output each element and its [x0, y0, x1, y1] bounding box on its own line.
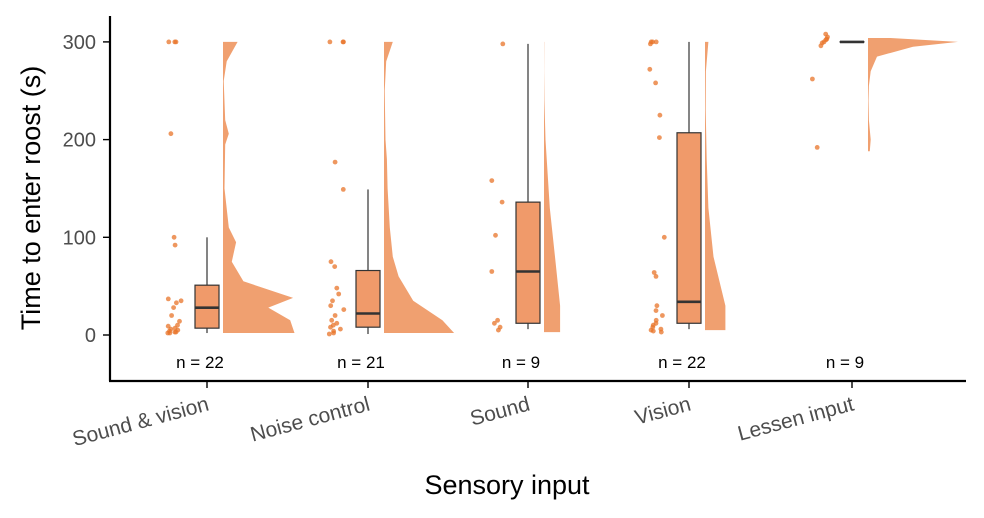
density-cloud-group-1: [223, 41, 295, 334]
data-point-group-3: [495, 317, 500, 323]
data-point-group-5: [818, 43, 824, 49]
data-point-group-1: [171, 234, 177, 240]
n-label-group-3: n = 9: [502, 353, 540, 372]
data-point-group-2: [341, 39, 346, 45]
data-point-group-2: [332, 264, 338, 269]
data-point-group-4: [653, 39, 659, 45]
x-tick-label-group-5: Lessen input: [735, 393, 856, 446]
data-point-group-2: [332, 159, 338, 165]
n-label-group-2: n = 21: [337, 353, 385, 372]
x-axis-title: Sensory input: [424, 470, 590, 500]
data-point-group-5: [814, 145, 820, 150]
data-point-group-4: [648, 41, 653, 47]
data-point-group-2: [334, 285, 340, 291]
data-point-group-4: [653, 274, 659, 279]
data-point-group-1: [177, 318, 182, 324]
data-point-group-4: [657, 135, 662, 141]
data-point-group-4: [647, 66, 653, 72]
density-cloud-group-3: [544, 41, 561, 333]
data-point-group-1: [169, 313, 175, 318]
data-point-group-4: [654, 303, 660, 309]
jitter-points: [165, 31, 830, 337]
data-point-group-2: [326, 331, 332, 337]
data-point-group-2: [328, 303, 334, 309]
data-point-group-5: [810, 76, 815, 82]
data-point-group-1: [173, 39, 179, 45]
y-axis-title: Time to enter roost (s): [16, 66, 46, 331]
data-point-group-2: [338, 326, 343, 332]
data-point-group-1: [178, 298, 184, 304]
data-point-group-4: [650, 328, 656, 334]
density-cloud-group-5: [868, 38, 958, 152]
data-point-group-4: [658, 329, 664, 335]
n-label-group-1: n = 22: [176, 353, 224, 372]
density-cloud-group-2: [384, 41, 455, 334]
x-tick-label-group-1: Sound & vision: [70, 393, 211, 451]
data-point-group-4: [657, 112, 663, 118]
data-point-group-2: [334, 320, 340, 326]
data-point-group-3: [496, 327, 501, 333]
box-group-4: [676, 132, 702, 324]
data-point-group-1: [165, 330, 171, 336]
data-point-group-2: [340, 187, 346, 192]
n-labels: n = 22 n = 21 n = 9 n = 22 n = 9: [176, 353, 864, 372]
data-point-group-2: [327, 39, 333, 45]
box-group-2: [355, 269, 381, 328]
data-point-group-1: [174, 300, 179, 306]
data-point-group-2: [328, 259, 334, 265]
box-group-3: [515, 201, 541, 324]
y-tick-label: 0: [85, 325, 96, 347]
data-point-group-4: [653, 308, 659, 313]
n-label-group-4: n = 22: [658, 353, 706, 372]
data-point-group-1: [166, 39, 172, 45]
data-point-group-3: [492, 320, 497, 326]
y-tick-label: 200: [63, 130, 96, 152]
data-point-group-4: [651, 270, 657, 275]
data-point-group-4: [653, 80, 658, 86]
n-label-group-5: n = 9: [826, 353, 864, 372]
y-tick-label: 100: [63, 227, 96, 249]
data-point-group-2: [331, 330, 336, 336]
data-point-group-1: [172, 242, 178, 248]
box-plots: [194, 40, 865, 335]
density-clouds: [223, 38, 958, 334]
data-point-group-2: [336, 291, 342, 297]
data-point-group-1: [168, 131, 174, 137]
data-point-group-3: [499, 199, 505, 205]
y-axis-ticks: 0 100 200 300: [63, 32, 110, 347]
data-point-group-4: [661, 234, 667, 240]
data-point-group-3: [493, 232, 498, 238]
x-tick-label-group-4: Vision: [632, 393, 693, 430]
data-point-group-2: [330, 298, 335, 304]
data-point-group-2: [328, 324, 333, 330]
x-axis-ticks: Sound & vision Noise control Sound Vision Le…: [70, 381, 856, 451]
data-point-group-1: [172, 329, 178, 335]
x-tick-label-group-3: Sound: [468, 393, 533, 431]
data-point-group-3: [500, 41, 506, 47]
x-tick-label-group-2: Noise control: [248, 393, 372, 447]
data-point-group-4: [660, 313, 665, 318]
data-point-group-3: [489, 178, 495, 184]
density-cloud-group-4: [705, 41, 726, 331]
data-point-group-1: [171, 305, 177, 310]
data-point-group-2: [341, 307, 347, 312]
data-point-group-2: [329, 317, 335, 323]
data-point-group-2: [332, 313, 338, 318]
data-point-group-3: [489, 269, 495, 274]
data-point-group-1: [165, 296, 171, 302]
y-tick-label: 300: [63, 32, 96, 54]
